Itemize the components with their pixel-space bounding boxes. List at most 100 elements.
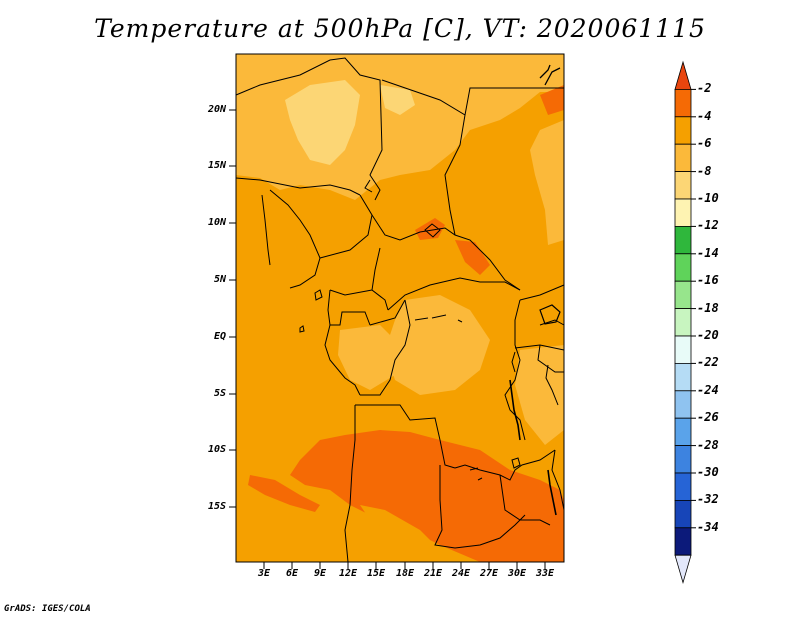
border-line <box>387 277 521 311</box>
border-line <box>344 405 356 563</box>
lat-label: 15N <box>207 160 226 171</box>
field-cool-central <box>385 295 490 395</box>
lon-label: 30E <box>507 568 527 579</box>
island-2 <box>299 325 305 333</box>
field-cool-congo <box>338 325 400 390</box>
lake-malawi <box>547 469 557 516</box>
coast-east-mark <box>469 467 483 481</box>
lon-label: 21E <box>423 568 443 579</box>
border-line <box>371 214 521 291</box>
lon-label: 6E <box>285 568 299 579</box>
colorbar-label: -4 <box>697 108 712 123</box>
field-warm-ne <box>540 85 564 115</box>
border-line <box>454 449 556 481</box>
lon-label: 12E <box>338 568 358 579</box>
field-warm-sudan <box>455 240 490 275</box>
lat-label: 5N <box>213 274 226 285</box>
colorbar-segment <box>674 445 692 474</box>
border-line <box>464 87 564 116</box>
lat-label: 10N <box>207 217 226 228</box>
colorbar-label: -22 <box>697 355 719 370</box>
colorbar-arrow-bottom <box>674 554 692 585</box>
lon-label: 33E <box>535 568 555 579</box>
lake-victoria <box>539 304 561 325</box>
border-line <box>319 194 373 259</box>
coast-lake-kivu <box>511 351 516 373</box>
border-line <box>537 344 564 373</box>
river-marks <box>414 314 463 323</box>
border-line <box>360 299 411 396</box>
border-line <box>235 57 383 201</box>
colorbar-segment <box>674 253 692 282</box>
colorbar-segment <box>674 171 692 200</box>
colorbar <box>674 60 696 585</box>
border-line <box>235 177 361 196</box>
border-line <box>369 299 406 326</box>
lake-mweru <box>511 457 521 469</box>
lake-tanganyika <box>509 379 521 441</box>
colorbar-label: -8 <box>697 163 712 178</box>
lon-label: 27E <box>479 568 499 579</box>
border-line <box>381 79 466 236</box>
border-line <box>355 404 456 469</box>
lat-label: 20N <box>207 104 226 115</box>
field-warm-cb <box>415 218 445 240</box>
country-borders <box>235 57 565 563</box>
colorbar-segment <box>674 499 692 529</box>
border-line <box>269 189 321 289</box>
credit-text: GrADS: IGES/COLA <box>4 604 91 614</box>
island-bioko <box>314 289 323 301</box>
border-line <box>499 474 551 526</box>
colorbar-label: -26 <box>697 410 719 425</box>
border-line <box>261 194 271 266</box>
colorbar-segment <box>674 472 692 501</box>
border-line <box>324 324 361 396</box>
lon-label: 9E <box>313 568 327 579</box>
colorbar-segment <box>674 527 692 556</box>
lake-chad <box>424 223 441 238</box>
colorbar-label: -2 <box>697 81 712 96</box>
colorbar-segment <box>674 198 692 227</box>
colorbar-segment <box>674 225 692 255</box>
colorbar-label: -32 <box>697 492 719 507</box>
lat-label: 5S <box>213 388 226 399</box>
nile-red-sea <box>539 64 561 86</box>
colorbar-segment <box>674 308 692 337</box>
lon-label: 3E <box>257 568 271 579</box>
map-frame <box>235 53 565 563</box>
lat-label: 10S <box>207 444 226 455</box>
border-line <box>519 284 565 301</box>
colorbar-segment <box>674 116 692 145</box>
colorbar-label: -10 <box>697 191 719 205</box>
map-title: Temperature at 500hPa [C], VT: 202006111… <box>94 14 706 43</box>
colorbar-label: -14 <box>697 245 719 260</box>
colorbar-label: -30 <box>697 465 719 479</box>
colorbar-segment <box>674 335 692 364</box>
colorbar-segment <box>674 417 692 447</box>
field-warm-south-west <box>290 430 564 562</box>
border-line <box>329 289 373 296</box>
lat-label: 15S <box>207 501 226 512</box>
colorbar-arrow-top <box>674 60 692 90</box>
colorbar-label: -34 <box>697 519 719 534</box>
lon-label: 15E <box>366 568 386 579</box>
colorbar-label: -18 <box>697 300 719 315</box>
border-line <box>327 289 371 326</box>
border-line <box>434 465 526 549</box>
colorbar-label: -12 <box>697 218 719 233</box>
colorbar-label: -16 <box>697 273 719 288</box>
border-line <box>551 449 565 511</box>
colorbar-segment <box>674 390 692 419</box>
colorbar-segment <box>674 143 692 172</box>
lon-label: 24E <box>451 568 471 579</box>
colorbar-label: -6 <box>697 136 712 151</box>
lat-label: EQ <box>213 331 226 342</box>
field-cooler-east <box>380 85 415 115</box>
border-line <box>364 179 373 193</box>
colorbar-label: -24 <box>697 382 719 397</box>
border-line <box>504 299 526 441</box>
colorbar-segment <box>674 89 692 118</box>
field-warm-sw-strip <box>248 475 320 512</box>
field-cooler-sahara <box>285 80 360 165</box>
colorbar-segment <box>674 362 692 392</box>
